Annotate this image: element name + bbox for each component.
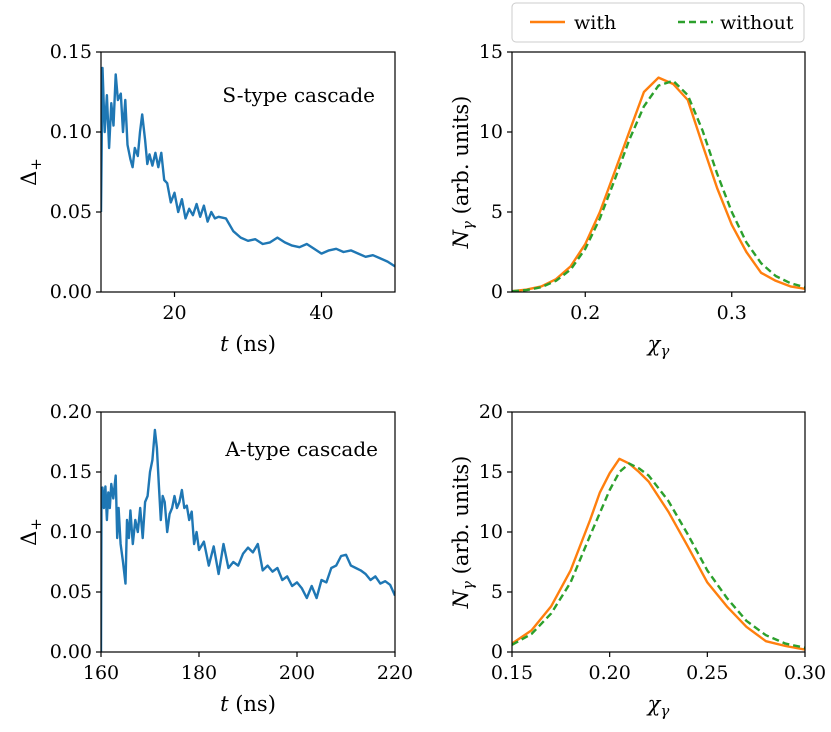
y-tick-label: 0.20 xyxy=(50,401,92,423)
x-tick-label: 40 xyxy=(309,302,333,324)
legend-without-label: without xyxy=(720,12,794,34)
chart-panel-bottom-left: 0.00 0.05 0.10 0.15 0.20 160 180 200 220 t (ns) Δ+… xyxy=(17,401,413,716)
y-tick-label: 0.00 xyxy=(50,641,92,663)
x-tick-label: 0.15 xyxy=(491,662,533,684)
x-tick-label: 20 xyxy=(162,302,186,324)
x-tick-label: 0.2 xyxy=(570,302,600,324)
y-axis-label: Nγ (arb. units) xyxy=(449,96,477,250)
cascade-annotation: S-type cascade xyxy=(222,83,375,107)
y-tick-label: 0 xyxy=(491,281,503,303)
x-tick-label: 180 xyxy=(181,662,217,684)
y-axis-label: Δ+ xyxy=(17,158,45,186)
y-tick-label: 0 xyxy=(491,641,503,663)
y-tick-label: 0.15 xyxy=(50,461,92,483)
y-tick-label: 10 xyxy=(479,121,503,143)
chart-panel-top-left: 0.00 0.05 0.10 0.15 20 40 t (ns) Δ+ S-type casca… xyxy=(17,41,396,356)
series-line-with xyxy=(512,457,805,651)
series-line-with xyxy=(512,76,805,292)
x-tick-label: 160 xyxy=(83,662,119,684)
y-tick-label: 15 xyxy=(479,461,503,483)
axes-frame xyxy=(511,411,806,653)
x-axis-label: t (ns) xyxy=(220,332,276,356)
y-tick-label: 0.00 xyxy=(50,281,92,303)
x-tick-label: 0.20 xyxy=(589,662,631,684)
legend-frame xyxy=(511,2,805,43)
axes-frame xyxy=(511,51,806,293)
x-tick-label: 0.3 xyxy=(717,302,747,324)
series-line-without xyxy=(512,462,805,649)
x-tick-label: 0.25 xyxy=(686,662,728,684)
axes-frame xyxy=(100,51,396,293)
y-tick-label: 0.15 xyxy=(50,41,92,63)
x-axis-label: t (ns) xyxy=(220,692,276,716)
x-axis-label: χγ xyxy=(646,692,670,720)
y-tick-label: 5 xyxy=(491,581,503,603)
chart-panel-top-right: 0 5 10 15 0.2 0.3 χγ Nγ (arb. units) xyxy=(449,41,806,360)
y-tick-label: 20 xyxy=(479,401,503,423)
y-tick-label: 0.05 xyxy=(50,581,92,603)
x-tick-label: 200 xyxy=(279,662,315,684)
y-axis-label: Δ+ xyxy=(17,518,45,546)
chart-panel-bottom-right: 0 5 10 15 20 0.15 0.20 0.25 0.30 χγ Nγ (arb. units… xyxy=(449,401,826,720)
y-tick-label: 0.05 xyxy=(50,201,92,223)
y-axis-label: Nγ (arb. units) xyxy=(449,456,477,610)
y-tick-label: 10 xyxy=(479,521,503,543)
series-line-main xyxy=(101,428,395,652)
legend: with without xyxy=(511,2,805,43)
x-tick-label: 220 xyxy=(377,662,413,684)
series-line-main xyxy=(101,66,395,268)
x-tick-label: 0.30 xyxy=(784,662,826,684)
y-tick-label: 15 xyxy=(479,41,503,63)
y-tick-label: 0.10 xyxy=(50,521,92,543)
y-tick-label: 5 xyxy=(491,201,503,223)
series-line-without xyxy=(512,79,805,292)
x-axis-label: χγ xyxy=(646,332,670,360)
cascade-annotation: A-type cascade xyxy=(224,437,378,461)
legend-with-label: with xyxy=(574,12,616,34)
y-tick-label: 0.10 xyxy=(50,121,92,143)
